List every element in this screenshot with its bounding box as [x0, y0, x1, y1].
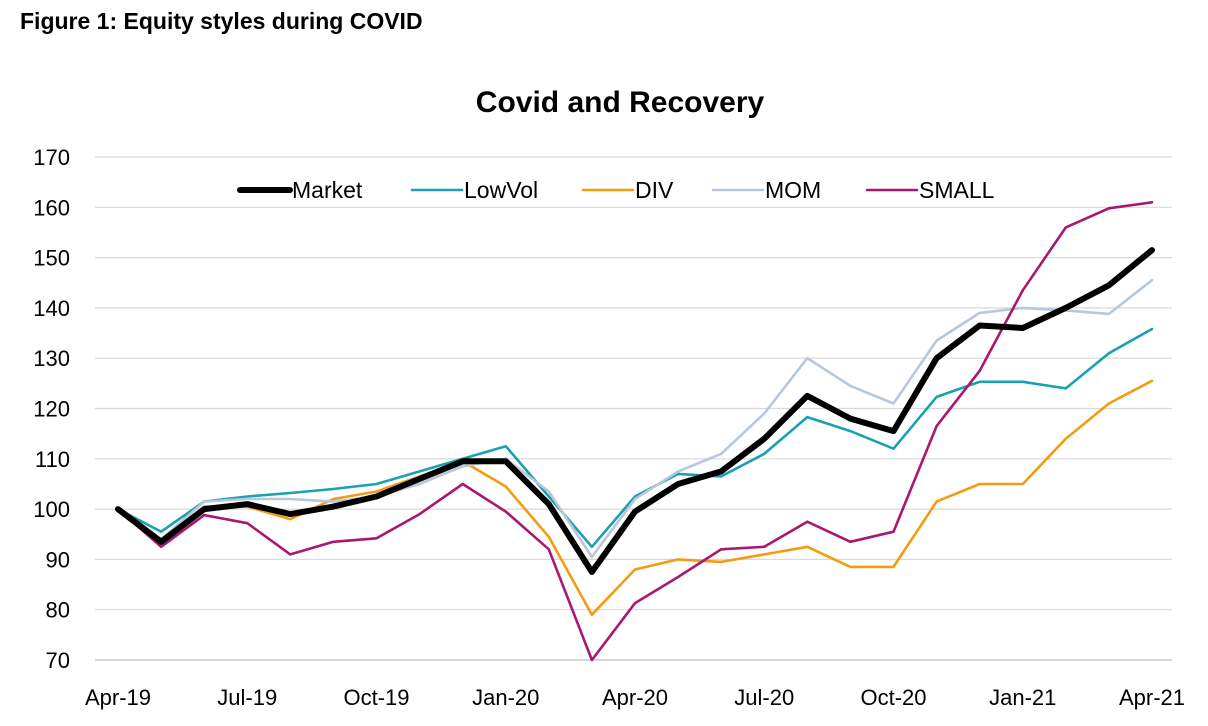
y-tick-label: 70: [46, 648, 70, 673]
y-tick-label: 140: [33, 296, 70, 321]
y-tick-label: 170: [33, 145, 70, 170]
y-tick-label: 150: [33, 246, 70, 271]
legend-label: DIV: [635, 177, 674, 203]
legend-item-mom: MOM: [711, 177, 821, 203]
legend: Market LowVol DIV MOM SMALL: [237, 177, 995, 203]
chart-title: Covid and Recovery: [476, 86, 765, 119]
y-tick-label: 130: [33, 346, 70, 371]
x-tick-label: Apr-20: [602, 685, 668, 710]
x-tick-label: Jul-19: [217, 685, 277, 710]
y-axis: 70 80 90 100 110 120 130 140 150 160 170: [33, 145, 70, 673]
legend-item-div: DIV: [581, 177, 674, 203]
x-tick-label: Apr-19: [85, 685, 151, 710]
x-tick-label: Jan-20: [472, 685, 539, 710]
legend-item-market: Market: [237, 177, 363, 203]
series-line-small: [116, 201, 1154, 662]
y-tick-label: 120: [33, 397, 70, 422]
x-tick-label: Jan-21: [989, 685, 1056, 710]
series-line-market: [115, 247, 1155, 575]
x-axis: Apr-19 Jul-19 Oct-19 Jan-20 Apr-20 Jul-20 Oct-…: [85, 685, 1185, 710]
x-tick-label: Apr-21: [1119, 685, 1185, 710]
legend-label: Market: [292, 177, 363, 203]
legend-item-small: SMALL: [865, 177, 995, 203]
gridlines: [95, 156, 1172, 661]
x-tick-label: Oct-20: [860, 685, 926, 710]
figure-title: Figure 1: Equity styles during COVID: [20, 8, 423, 34]
x-tick-label: Oct-19: [343, 685, 409, 710]
legend-label: MOM: [765, 177, 821, 203]
legend-label: SMALL: [919, 177, 995, 203]
y-tick-label: 160: [33, 195, 70, 220]
y-tick-label: 100: [33, 497, 70, 522]
y-tick-label: 90: [46, 547, 70, 572]
series-lowvol: [116, 327, 1154, 549]
series-layer: [115, 201, 1155, 662]
y-tick-label: 80: [46, 598, 70, 623]
y-tick-label: 110: [35, 447, 70, 472]
legend-item-lowvol: LowVol: [410, 177, 538, 203]
series-small: [116, 201, 1154, 662]
legend-label: LowVol: [464, 177, 538, 203]
series-market: [115, 247, 1155, 575]
x-tick-label: Jul-20: [734, 685, 794, 710]
